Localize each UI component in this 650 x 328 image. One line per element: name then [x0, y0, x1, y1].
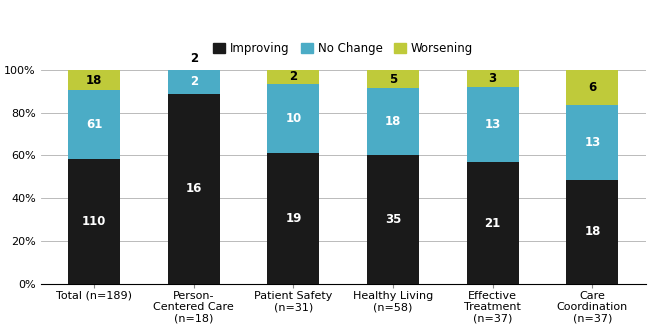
- Text: 61: 61: [86, 118, 102, 131]
- Text: 18: 18: [584, 225, 601, 238]
- Text: 13: 13: [485, 118, 501, 131]
- Text: 2: 2: [289, 71, 298, 83]
- Text: 18: 18: [86, 74, 102, 87]
- Text: 5: 5: [389, 73, 397, 86]
- Text: 3: 3: [489, 72, 497, 85]
- Bar: [467, 162, 519, 284]
- Text: 35: 35: [385, 213, 401, 226]
- Bar: [168, 46, 220, 70]
- Bar: [68, 159, 120, 284]
- Bar: [567, 180, 618, 284]
- Bar: [467, 87, 519, 162]
- Text: 6: 6: [588, 81, 597, 94]
- Text: 2: 2: [190, 51, 198, 65]
- Bar: [367, 70, 419, 88]
- Text: 13: 13: [584, 136, 601, 149]
- Bar: [268, 70, 319, 84]
- Bar: [367, 88, 419, 155]
- Bar: [367, 155, 419, 284]
- Bar: [567, 105, 618, 180]
- Bar: [567, 70, 618, 105]
- Bar: [467, 70, 519, 87]
- Bar: [68, 70, 120, 90]
- Legend: Improving, No Change, Worsening: Improving, No Change, Worsening: [209, 37, 478, 60]
- Text: 2: 2: [190, 75, 198, 88]
- Text: 16: 16: [185, 182, 202, 195]
- Text: 21: 21: [485, 216, 501, 230]
- Bar: [168, 70, 220, 94]
- Bar: [168, 94, 220, 284]
- Bar: [268, 84, 319, 153]
- Bar: [268, 153, 319, 284]
- Text: 10: 10: [285, 112, 302, 125]
- Text: 110: 110: [82, 215, 106, 228]
- Text: 18: 18: [385, 115, 401, 128]
- Text: 19: 19: [285, 212, 302, 225]
- Bar: [68, 90, 120, 159]
